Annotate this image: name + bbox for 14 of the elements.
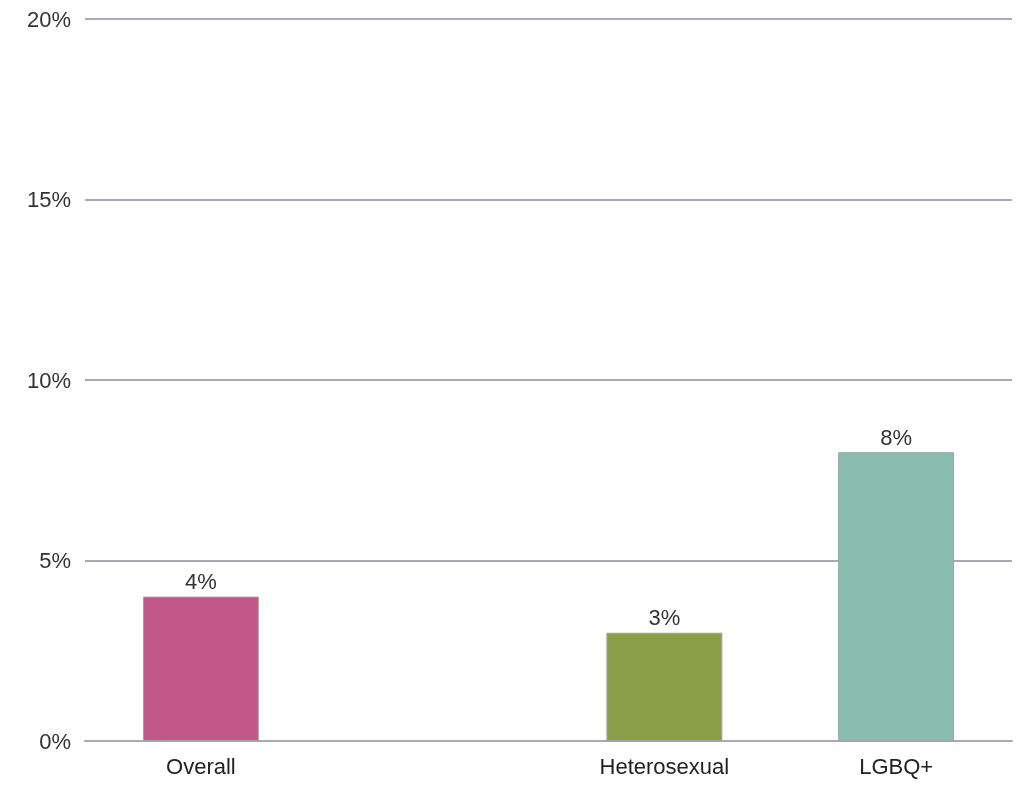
bar: [606, 632, 723, 741]
y-tick-label: 5%: [39, 548, 71, 573]
data-label: 3%: [648, 605, 681, 631]
x-tick-label: LGBQ+: [859, 753, 934, 779]
y-tick-label: 10%: [26, 367, 71, 393]
y-tick-label: 15%: [26, 187, 71, 212]
bar: [838, 452, 955, 741]
x-tick-label: Heterosexual: [599, 753, 730, 779]
bar: [142, 596, 259, 741]
x-tick-label: Overall: [166, 753, 236, 779]
data-label: 8%: [880, 424, 913, 450]
y-tick-label: 20%: [26, 6, 71, 32]
y-tick-label: 0%: [39, 728, 71, 754]
data-label: 4%: [184, 569, 217, 595]
